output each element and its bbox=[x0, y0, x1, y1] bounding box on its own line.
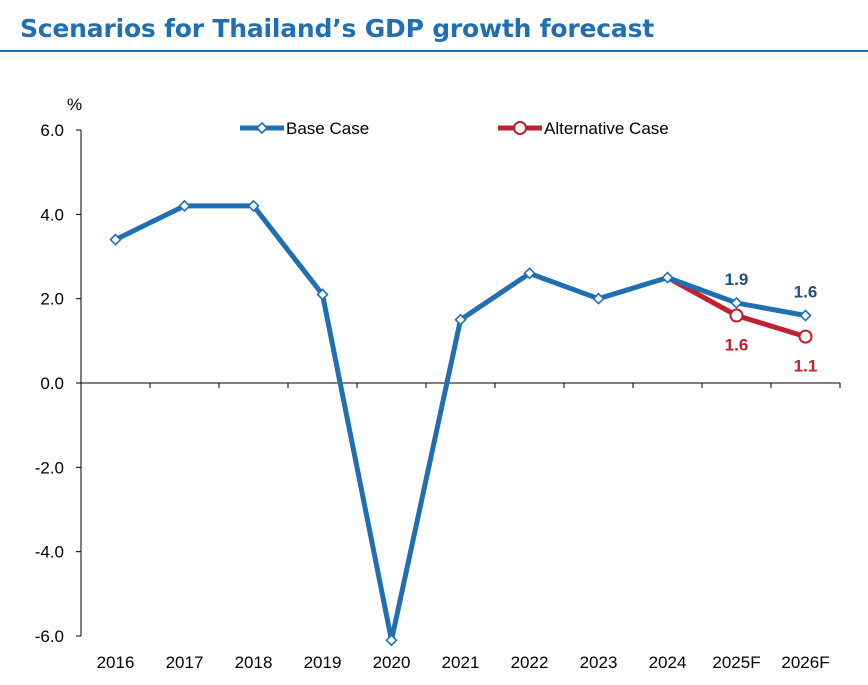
legend-label-base-case: Base Case bbox=[286, 119, 369, 138]
legend-marker-base-case bbox=[255, 121, 269, 135]
chart-series-markers bbox=[109, 199, 813, 647]
chart-data-labels: 1.9 1.6 1.6 1.1 bbox=[725, 270, 818, 376]
base-case-series-line bbox=[113, 203, 808, 643]
x-tick-label: 2018 bbox=[235, 653, 273, 672]
x-tick-label: 2020 bbox=[373, 653, 411, 672]
legend-marker-alternative-case bbox=[513, 121, 527, 135]
y-tick-label: 0.0 bbox=[40, 374, 64, 393]
page-title: Scenarios for Thailand’s GDP growth fore… bbox=[20, 14, 654, 43]
base-case-point bbox=[454, 313, 467, 326]
x-tick-label: 2025F bbox=[712, 653, 760, 672]
x-tick-label: 2026F bbox=[781, 653, 829, 672]
x-tick-label: 2021 bbox=[442, 653, 480, 672]
x-tick-label: 2022 bbox=[511, 653, 549, 672]
base-case-point bbox=[247, 199, 260, 213]
y-tick-label: 6.0 bbox=[40, 121, 64, 140]
base-case-point bbox=[109, 233, 122, 246]
x-tick-label: 2019 bbox=[304, 653, 342, 672]
y-tick-label: 2.0 bbox=[40, 290, 64, 309]
y-tick-label: 4.0 bbox=[40, 205, 64, 224]
base-case-point bbox=[661, 271, 674, 284]
base-case-point bbox=[592, 292, 605, 305]
x-tick-label: 2023 bbox=[580, 653, 618, 672]
chart-axes: 6.0 4.0 2.0 0.0 -2.0 -4.0 -6.0% 2016 2017 2018 201… bbox=[35, 95, 841, 672]
y-tick-label: -4.0 bbox=[35, 543, 64, 562]
alternative-case-point bbox=[798, 329, 813, 344]
base-case-point bbox=[523, 267, 536, 280]
base-case-point bbox=[316, 288, 329, 301]
y-axis-unit-label: % bbox=[67, 95, 82, 114]
chart-series-lines bbox=[113, 203, 808, 643]
data-label: 1.6 bbox=[794, 283, 818, 302]
data-label: 1.1 bbox=[794, 357, 818, 376]
alternative-case-point bbox=[729, 308, 744, 323]
base-case-point bbox=[799, 309, 812, 322]
x-tick-label: 2017 bbox=[166, 653, 204, 672]
title-divider bbox=[0, 50, 868, 52]
data-label: 1.9 bbox=[725, 270, 749, 289]
base-case-point bbox=[730, 296, 743, 310]
data-label: 1.6 bbox=[725, 336, 749, 355]
y-tick-label: -2.0 bbox=[35, 458, 64, 477]
x-tick-label: 2016 bbox=[97, 653, 135, 672]
base-case-point bbox=[385, 634, 398, 647]
y-tick-label: -6.0 bbox=[35, 627, 64, 646]
base-case-point bbox=[178, 199, 191, 213]
legend-label-alternative-case: Alternative Case bbox=[544, 119, 669, 138]
chart-legend: Base Case Alternative Case bbox=[240, 119, 669, 138]
x-tick-label: 2024 bbox=[649, 653, 687, 672]
